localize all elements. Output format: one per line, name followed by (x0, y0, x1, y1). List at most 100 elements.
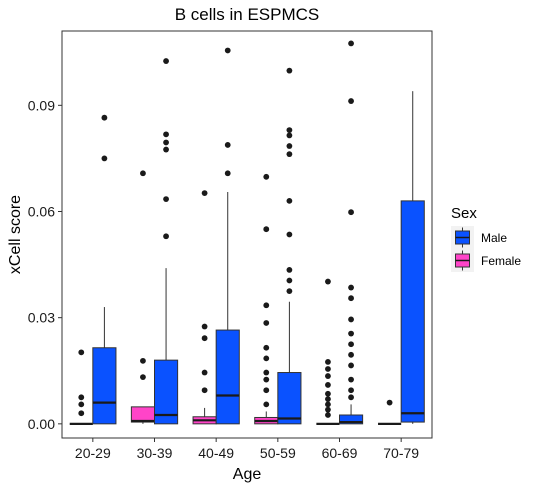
outlier-point (286, 288, 293, 295)
outlier-point (386, 399, 393, 406)
outlier-point (163, 146, 169, 153)
box-body (400, 200, 425, 423)
legend-label: Male (481, 231, 507, 245)
outlier-point (286, 277, 293, 284)
outlier-point (263, 376, 270, 383)
box-male-30-39 (154, 58, 179, 425)
box-female-20-29 (69, 349, 93, 425)
outlier-point (325, 406, 331, 413)
outlier-point (263, 344, 270, 351)
outlier-point (348, 40, 354, 47)
outlier-point (348, 98, 354, 104)
outlier-point (263, 387, 270, 394)
box-female-30-39 (130, 170, 155, 424)
outlier-point (201, 335, 208, 342)
outlier-point (325, 359, 331, 365)
outlier-point (348, 351, 354, 358)
outlier-point (348, 330, 354, 337)
legend-title: Sex (451, 205, 477, 222)
outlier-point (163, 233, 169, 240)
y-tick-label: 0.09 (28, 97, 55, 113)
legend-item-female: Female (451, 249, 521, 272)
x-tick-label: 60-69 (322, 445, 358, 461)
box-body (130, 406, 155, 423)
plot-panel (61, 30, 433, 439)
outlier-point (140, 170, 146, 177)
outlier-point (163, 139, 169, 146)
x-tick-label: 40-49 (198, 445, 234, 461)
outlier-point (286, 132, 293, 139)
outlier-point (348, 394, 354, 401)
outlier-point (224, 142, 231, 148)
box-female-50-59 (254, 173, 279, 425)
outlier-point (263, 355, 270, 362)
outlier-point (286, 231, 293, 238)
outlier-point (163, 196, 169, 203)
y-tick-label: 0.03 (28, 310, 55, 326)
outlier-point (325, 382, 331, 388)
outlier-point (163, 58, 169, 64)
outlier-point (224, 47, 231, 54)
outlier-point (201, 323, 208, 330)
x-axis-title: Age (233, 466, 262, 483)
outlier-point (201, 190, 208, 196)
outlier-point (325, 390, 331, 397)
y-tick-label: 0.00 (28, 416, 55, 432)
box-female-60-69 (316, 278, 340, 425)
box-male-60-69 (339, 40, 364, 425)
outlier-point (325, 401, 331, 408)
outlier-point (286, 151, 293, 158)
y-axis-title: xCell score (7, 195, 24, 274)
outlier-point (286, 266, 293, 273)
box-female-70-79 (378, 399, 402, 425)
outlier-point (78, 401, 85, 408)
outlier-point (325, 396, 331, 402)
outlier-point (325, 366, 331, 372)
outlier-point (140, 357, 146, 364)
outlier-point (348, 341, 354, 348)
outlier-point (348, 316, 354, 323)
outlier-point (348, 295, 354, 302)
box-male-40-49 (215, 47, 240, 425)
outlier-point (101, 114, 108, 121)
outlier-point (286, 197, 293, 204)
box-male-20-29 (92, 114, 117, 425)
chart-title: B cells in ESPMCS (175, 5, 320, 24)
outlier-point (348, 284, 354, 291)
x-axis: 20-29 30-39 40-49 50-59 60-69 70-79 (75, 438, 419, 461)
legend-label: Female (481, 254, 521, 268)
outlier-point (263, 401, 270, 408)
outlier-point (201, 387, 208, 394)
box-body (277, 372, 302, 425)
outlier-point (286, 67, 293, 74)
box-male-70-79 (400, 91, 425, 424)
box-body (339, 414, 364, 425)
outlier-point (78, 394, 85, 401)
box-male-50-59 (277, 67, 302, 425)
outlier-point (101, 155, 108, 162)
box-body (92, 347, 117, 425)
outlier-point (325, 278, 331, 285)
outlier-point (286, 127, 293, 133)
outlier-point (348, 209, 354, 216)
outlier-point (224, 170, 231, 177)
x-tick-label: 20-29 (75, 445, 111, 461)
box-body (215, 329, 240, 425)
outlier-point (78, 410, 85, 417)
box-body (154, 359, 179, 425)
outlier-point (263, 226, 270, 233)
outlier-point (78, 349, 85, 356)
outlier-point (325, 373, 331, 379)
outlier-point (263, 320, 270, 326)
x-tick-label: 70-79 (383, 445, 419, 461)
legend-item-male: Male (451, 226, 507, 249)
outlier-point (263, 173, 270, 180)
plot-area (69, 40, 425, 425)
legend: Sex Male Female (451, 205, 521, 272)
outlier-point (163, 131, 169, 138)
outlier-point (348, 376, 354, 383)
y-tick-label: 0.06 (28, 203, 55, 219)
x-tick-label: 30-39 (137, 445, 173, 461)
outlier-point (325, 412, 331, 418)
